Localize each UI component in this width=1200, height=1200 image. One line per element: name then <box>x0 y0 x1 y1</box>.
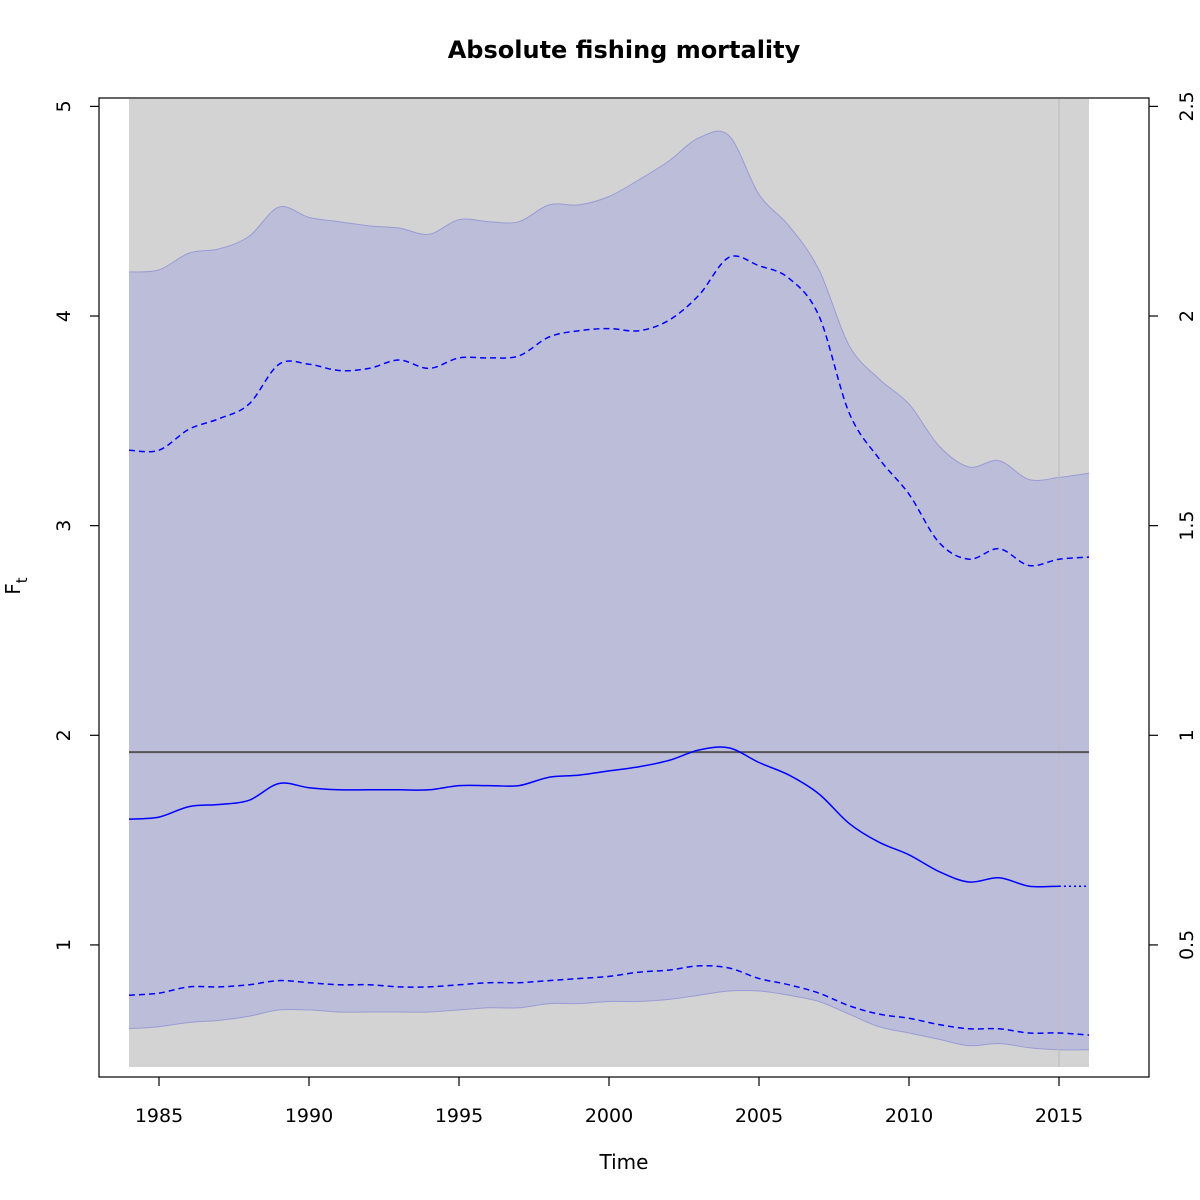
y-right-tick-label-4: 2.5 <box>1176 91 1198 121</box>
y-tick-label-5: 5 <box>53 100 75 112</box>
chart-title: Absolute fishing mortality <box>448 36 801 64</box>
y-axis-label-group: Ft <box>1 577 31 595</box>
y-tick-label-1: 1 <box>53 939 75 951</box>
x-tick-label-1985: 1985 <box>135 1105 183 1127</box>
plot-area <box>128 99 1090 1067</box>
x-tick-label-1995: 1995 <box>435 1105 483 1127</box>
y-right-tick-label-2: 1.5 <box>1176 511 1198 541</box>
y-tick-label-4: 4 <box>53 310 75 322</box>
y-tick-label-2: 2 <box>53 729 75 741</box>
y-right-tick-label-0: 0.5 <box>1176 930 1198 960</box>
series-estimate-line <box>128 746 1060 888</box>
axes: 1985 1990 1995 2000 2005 2010 2015 1 2 3 4 5 0.5 1 1.5… <box>53 91 1198 1127</box>
y-axis-label-main: F <box>1 583 25 595</box>
y-axis-label-subscript: t <box>13 577 31 583</box>
y-axis-label: Ft <box>1 577 31 595</box>
band-upper-edge <box>128 130 1090 482</box>
x-tick-label-2010: 2010 <box>885 1105 933 1127</box>
x-tick-label-1990: 1990 <box>285 1105 333 1127</box>
series-lower-line <box>128 965 1090 1036</box>
band-lower-edge <box>128 990 1090 1051</box>
y-right-tick-label-3: 2 <box>1176 310 1198 322</box>
y-right-tick-label-1: 1 <box>1176 729 1198 741</box>
confidence-band <box>129 131 1089 1050</box>
series-upper-line <box>128 255 1090 567</box>
x-axis-label: Time <box>599 1150 649 1174</box>
plot-frame <box>98 97 1150 1078</box>
x-tick-label-2015: 2015 <box>1035 1105 1083 1127</box>
x-tick-label-2005: 2005 <box>735 1105 783 1127</box>
y-tick-label-3: 3 <box>53 520 75 532</box>
x-tick-label-2000: 2000 <box>585 1105 633 1127</box>
